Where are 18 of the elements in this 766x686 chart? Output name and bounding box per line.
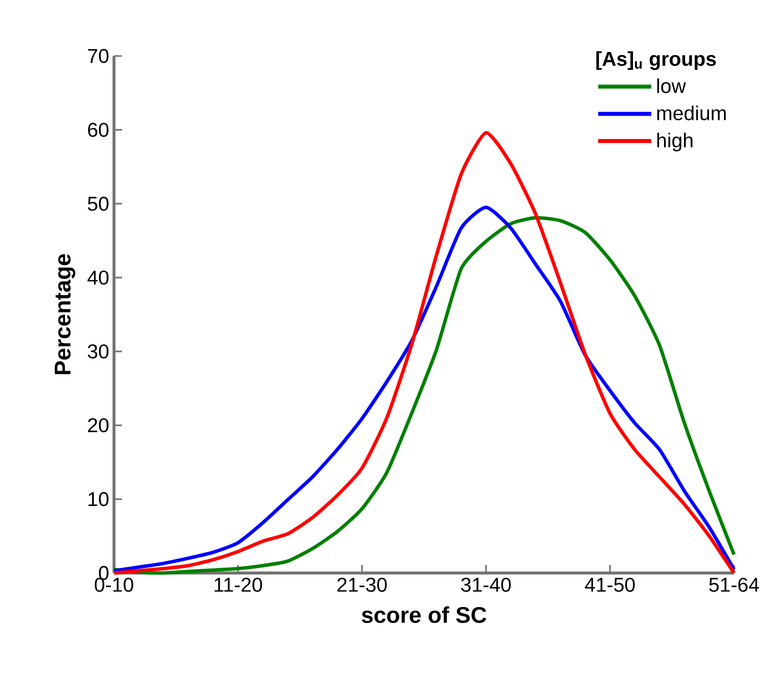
y-tick-label: 60 bbox=[88, 122, 108, 137]
y-tick-label: 40 bbox=[88, 270, 108, 285]
legend-label: low bbox=[657, 78, 686, 94]
y-tick-label: 30 bbox=[88, 344, 108, 358]
y-axis-title: Percentage bbox=[54, 254, 76, 374]
x-tick-label: 31-40 bbox=[461, 578, 511, 592]
x-tick-label: 51-64 bbox=[709, 578, 759, 592]
legend-label: medium bbox=[657, 106, 726, 120]
legend-title: [As]$_{u}$ groups bbox=[596, 51, 716, 70]
y-tick-label: 10 bbox=[88, 492, 108, 506]
x-axis-title: score of SC bbox=[362, 606, 486, 624]
y-tick-label: 70 bbox=[88, 48, 108, 64]
y-tick-label: 50 bbox=[88, 196, 108, 211]
y-tick-label: 20 bbox=[88, 418, 108, 432]
legend-label: high bbox=[657, 132, 692, 152]
x-tick-label: 41-50 bbox=[584, 578, 635, 592]
x-tick-label: 21-30 bbox=[337, 578, 387, 592]
x-tick-label: 11-20 bbox=[214, 578, 262, 592]
